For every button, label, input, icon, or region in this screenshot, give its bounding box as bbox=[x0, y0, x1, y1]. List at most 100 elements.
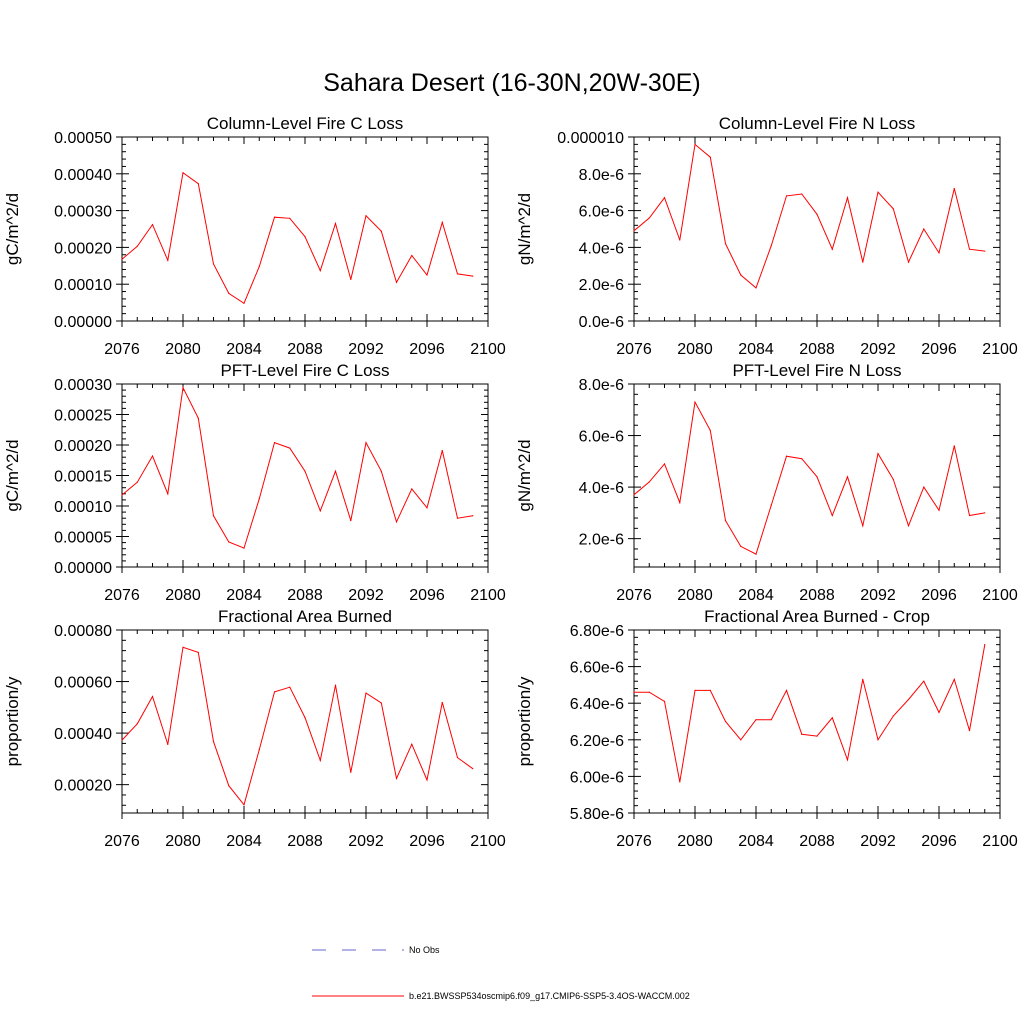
data-point bbox=[228, 785, 230, 787]
data-point bbox=[648, 481, 650, 483]
series-line bbox=[121, 171, 473, 305]
data-point bbox=[862, 525, 864, 527]
data-point bbox=[938, 252, 940, 254]
data-point bbox=[877, 739, 879, 741]
plot-frame bbox=[121, 136, 489, 322]
data-point bbox=[228, 292, 230, 294]
data-point bbox=[365, 441, 367, 444]
data-point bbox=[228, 541, 230, 543]
y-axis-label: gN/m^2/d bbox=[515, 439, 534, 511]
x-tick-label: 2092 bbox=[348, 341, 384, 358]
data-point bbox=[472, 515, 474, 517]
x-tick-label: 2092 bbox=[348, 587, 384, 604]
data-point bbox=[121, 739, 123, 741]
data-point bbox=[197, 183, 199, 185]
data-point bbox=[679, 781, 681, 783]
data-point bbox=[319, 759, 321, 762]
x-tick-label: 2096 bbox=[409, 587, 445, 604]
y-axis-label: gN/m^2/d bbox=[515, 193, 534, 265]
data-point bbox=[755, 719, 757, 721]
data-point bbox=[740, 274, 742, 276]
data-point bbox=[350, 520, 352, 522]
data-point bbox=[984, 250, 986, 252]
data-point bbox=[938, 509, 940, 511]
panel-6: Fractional Area Burned - Crop proportion/… bbox=[515, 607, 1018, 850]
data-point bbox=[724, 520, 727, 522]
data-point bbox=[197, 651, 199, 654]
y-tick-label: 0.000010 bbox=[557, 130, 624, 147]
data-point bbox=[411, 254, 413, 257]
data-point bbox=[380, 702, 382, 704]
y-axis-label: proportion/y bbox=[515, 676, 534, 766]
data-point bbox=[350, 771, 352, 773]
data-point bbox=[923, 680, 925, 682]
data-point bbox=[456, 756, 459, 759]
data-point bbox=[892, 208, 894, 210]
data-point bbox=[846, 476, 849, 478]
legend: No Obs b.e21.BWSSP534oscmip6.f09_g17.CMI… bbox=[312, 945, 690, 1001]
data-point bbox=[304, 470, 306, 472]
data-point bbox=[831, 717, 833, 719]
data-point bbox=[426, 507, 428, 509]
data-point bbox=[441, 221, 443, 223]
x-tick-label: 2092 bbox=[860, 833, 896, 850]
data-point bbox=[831, 248, 833, 250]
panel-title: Column-Level Fire N Loss bbox=[719, 114, 916, 133]
series-line bbox=[121, 646, 474, 806]
data-point bbox=[831, 514, 833, 517]
y-tick-label: 0.00000 bbox=[54, 560, 112, 577]
data-point bbox=[182, 172, 184, 174]
data-point bbox=[182, 646, 184, 648]
data-point bbox=[365, 215, 367, 217]
data-point bbox=[136, 481, 138, 483]
x-tick-label: 2100 bbox=[982, 587, 1018, 604]
y-tick-label: 4.0e-6 bbox=[579, 240, 624, 257]
data-point bbox=[182, 387, 184, 389]
y-tick-label: 0.00030 bbox=[54, 204, 112, 221]
data-point bbox=[694, 401, 696, 403]
data-point bbox=[319, 510, 321, 512]
data-point bbox=[472, 768, 474, 770]
panel-1: Column-Level Fire C Loss gC/m^2/d 2076 2080… bbox=[3, 114, 506, 358]
data-point bbox=[472, 275, 474, 277]
y-axis-label: gC/m^2/d bbox=[3, 193, 22, 265]
data-point bbox=[968, 514, 971, 517]
data-point bbox=[243, 547, 245, 549]
y-tick-label: 0.00005 bbox=[54, 530, 112, 547]
data-point bbox=[273, 441, 276, 444]
data-point bbox=[289, 686, 291, 688]
y-tick-label: 8.0e-6 bbox=[579, 167, 624, 184]
x-tick-label: 2080 bbox=[165, 833, 201, 850]
y-tick-label: 6.0e-6 bbox=[579, 429, 624, 446]
data-point bbox=[633, 691, 635, 693]
data-point bbox=[151, 695, 154, 698]
data-point bbox=[243, 804, 245, 806]
data-point bbox=[136, 723, 138, 725]
data-point bbox=[197, 417, 199, 419]
data-point bbox=[380, 470, 382, 472]
data-point bbox=[258, 498, 260, 500]
x-tick-label: 2084 bbox=[226, 833, 262, 850]
x-tick-label: 2076 bbox=[104, 341, 140, 358]
data-point bbox=[426, 274, 428, 276]
data-point bbox=[785, 689, 788, 691]
data-point bbox=[121, 494, 123, 496]
data-point bbox=[694, 143, 696, 145]
data-point bbox=[380, 230, 382, 232]
x-tick-label: 2096 bbox=[921, 341, 957, 358]
data-point bbox=[151, 223, 154, 226]
panel-title: PFT-Level Fire C Loss bbox=[220, 361, 389, 380]
data-point bbox=[709, 689, 711, 691]
data-point bbox=[984, 512, 986, 514]
series-line bbox=[633, 143, 985, 289]
data-point bbox=[212, 741, 215, 743]
panel-4: PFT-Level Fire N Loss gN/m^2/d 2076 2080 208… bbox=[515, 361, 1018, 604]
x-tick-label: 2084 bbox=[738, 833, 774, 850]
y-tick-label: 0.00025 bbox=[54, 408, 112, 425]
series-line bbox=[121, 386, 473, 549]
data-point bbox=[984, 644, 986, 646]
data-point bbox=[350, 278, 352, 281]
data-point bbox=[892, 715, 894, 717]
data-point bbox=[770, 504, 772, 506]
data-point bbox=[907, 698, 910, 701]
